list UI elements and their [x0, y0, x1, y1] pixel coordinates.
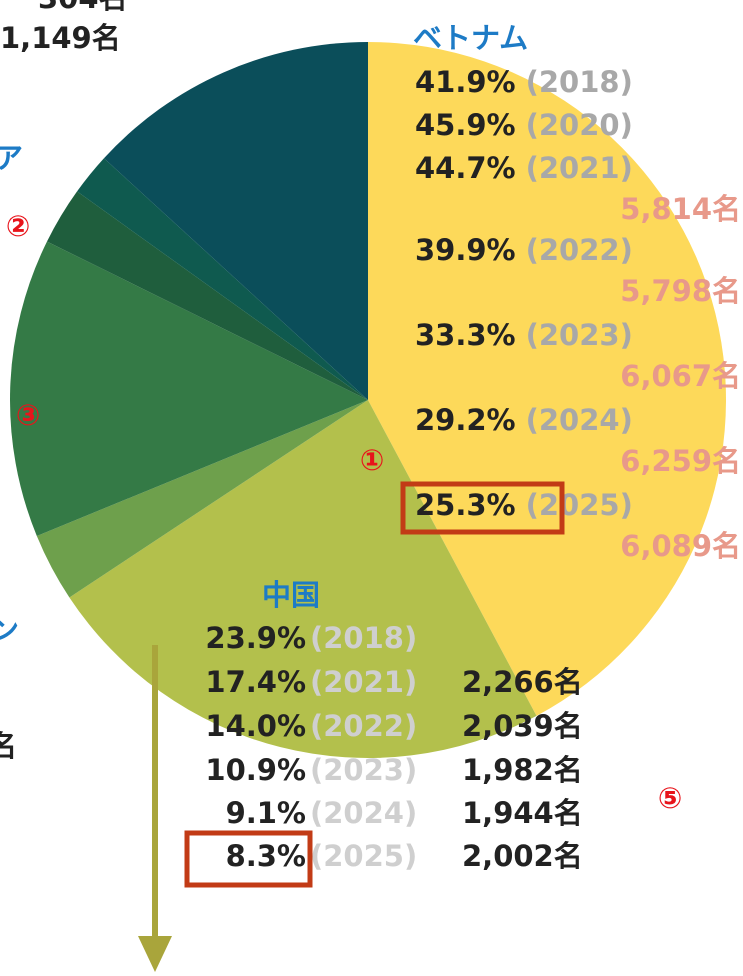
count: 5,814名: [620, 192, 741, 226]
pie-slice: [368, 42, 726, 716]
stat-row: 41.9% (2018): [415, 65, 633, 99]
highlight-box: [400, 481, 565, 535]
year: (2025): [526, 488, 633, 522]
percent: 44.7%: [415, 151, 516, 185]
pie-slice: [36, 400, 369, 598]
edge-label: ア: [0, 141, 23, 175]
year: (2024): [310, 796, 417, 830]
year: (2024): [526, 403, 633, 437]
percent: 17.4%: [205, 665, 306, 699]
count: 6,067名: [620, 359, 741, 393]
marker: ③: [16, 398, 41, 432]
year: (2020): [526, 108, 633, 142]
country-title: ベトナム: [413, 21, 528, 55]
pie-slice: [69, 400, 537, 758]
count: 6,259名: [620, 444, 741, 478]
percent: 29.2%: [415, 403, 516, 437]
year: (2022): [310, 709, 417, 743]
year: (2023): [526, 318, 633, 352]
edge-label: 1,149名: [0, 21, 121, 55]
percent: 8.3%: [226, 839, 306, 873]
stat-row: 45.9% (2020): [415, 108, 633, 142]
year: (2023): [310, 753, 417, 787]
year: (2018): [310, 621, 417, 655]
stat-row: 39.9% (2022): [415, 233, 633, 267]
stat-row: 33.3% (2023): [415, 318, 633, 352]
count: 5,798名: [620, 274, 741, 308]
percent: 39.9%: [415, 233, 516, 267]
percent: 23.9%: [205, 621, 306, 655]
edge-label: ン: [0, 613, 19, 647]
count: 1,982名: [462, 753, 583, 787]
country-title: 中国: [262, 578, 320, 612]
count: 6,089名: [620, 529, 741, 563]
stat-row: 25.3% (2025): [415, 488, 633, 522]
stat-row: 44.7% (2021): [415, 151, 633, 185]
percent: 41.9%: [415, 65, 516, 99]
pie-slice: [10, 241, 368, 536]
pie-slice: [103, 42, 368, 400]
percent: 9.1%: [226, 796, 306, 830]
marker: ②: [6, 209, 31, 243]
edge-label: 304名: [38, 0, 128, 15]
pie-slice: [77, 158, 369, 400]
marker: ①: [360, 443, 385, 477]
percent: 10.9%: [205, 753, 306, 787]
count: 2,039名: [462, 709, 583, 743]
percent: 33.3%: [415, 318, 516, 352]
stat-row: 29.2% (2024): [415, 403, 633, 437]
arrow-head: [138, 936, 172, 972]
count: 1,944名: [462, 796, 583, 830]
year: (2018): [526, 65, 633, 99]
count: 2,266名: [462, 665, 583, 699]
year: (2022): [526, 233, 633, 267]
percent: 25.3%: [415, 488, 516, 522]
count: 2,002名: [462, 839, 583, 873]
edge-label: 名: [0, 729, 17, 763]
percent: 45.9%: [415, 108, 516, 142]
year: (2025): [310, 839, 417, 873]
percent: 14.0%: [205, 709, 306, 743]
highlight-box: [184, 830, 313, 888]
marker: ⑤: [658, 781, 683, 815]
year: (2021): [310, 665, 417, 699]
pie-slice: [47, 191, 369, 400]
year: (2021): [526, 151, 633, 185]
